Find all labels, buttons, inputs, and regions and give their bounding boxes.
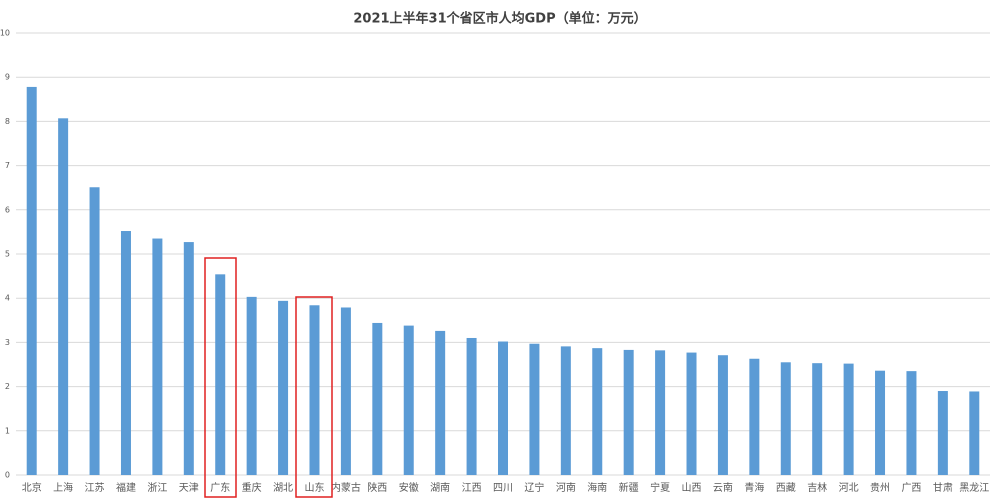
x-tick-label: 广东 <box>210 481 230 494</box>
bar <box>58 118 69 475</box>
x-tick-label: 辽宁 <box>524 481 544 494</box>
x-tick-label: 陕西 <box>367 481 387 494</box>
x-tick-label: 广西 <box>901 482 921 494</box>
x-tick-label: 湖北 <box>273 482 293 494</box>
bar <box>120 231 131 475</box>
x-tick-label: 天津 <box>179 482 199 494</box>
chart-title: 2021上半年31个省区市人均GDP（单位：万元） <box>353 11 646 27</box>
bar <box>906 371 917 475</box>
x-tick-label: 江苏 <box>85 481 105 494</box>
bar <box>372 322 383 475</box>
x-tick-label: 福建 <box>116 481 136 494</box>
highlight-box <box>295 296 333 498</box>
bar <box>309 305 320 475</box>
x-tick-label: 北京 <box>22 481 42 494</box>
bar <box>937 391 948 475</box>
bar <box>403 325 414 475</box>
y-tick-label: 8 <box>5 117 10 126</box>
y-tick-label: 5 <box>5 250 10 259</box>
x-tick-label: 安徽 <box>399 481 419 494</box>
x-tick-label: 内蒙古 <box>331 481 361 494</box>
x-tick-label: 重庆 <box>242 481 262 494</box>
bar <box>560 346 571 475</box>
bar <box>875 370 886 475</box>
x-tick-label: 江西 <box>462 482 482 494</box>
bar <box>152 238 163 475</box>
x-tick-label: 西藏 <box>776 482 796 494</box>
x-tick-label: 河南 <box>556 481 576 494</box>
x-tick-label: 吉林 <box>807 481 827 494</box>
x-tick-label: 新疆 <box>619 481 639 494</box>
bar <box>623 349 634 475</box>
bar <box>812 363 823 475</box>
y-tick-label: 6 <box>5 205 10 214</box>
bar <box>466 337 477 475</box>
y-tick-label: 4 <box>5 294 10 303</box>
x-tick-label: 甘肃 <box>933 481 953 494</box>
bar <box>278 300 289 475</box>
y-tick-label: 2 <box>5 382 10 391</box>
bar <box>183 242 194 475</box>
bar <box>749 358 760 475</box>
y-tick-label: 9 <box>5 73 10 82</box>
x-tick-label: 海南 <box>587 481 607 494</box>
bar <box>215 274 226 475</box>
x-tick-label: 湖南 <box>430 481 450 494</box>
bar <box>843 363 854 475</box>
highlight-box <box>204 257 237 498</box>
y-tick-label: 1 <box>5 426 10 435</box>
bar <box>780 362 791 475</box>
bar <box>686 352 697 475</box>
bar <box>340 307 351 475</box>
bar <box>89 187 100 475</box>
bar <box>655 350 666 475</box>
x-tick-label: 宁夏 <box>650 481 670 494</box>
x-tick-label: 四川 <box>493 483 513 494</box>
bar <box>969 391 980 475</box>
bar <box>529 343 540 475</box>
bar <box>717 355 728 475</box>
bar <box>592 348 603 475</box>
x-tick-label: 云南 <box>713 481 733 494</box>
x-tick-label: 河北 <box>839 482 859 494</box>
x-tick-label: 山西 <box>682 482 702 494</box>
x-tick-label: 贵州 <box>870 481 890 494</box>
y-tick-label: 0 <box>5 471 10 480</box>
bar <box>498 341 508 475</box>
x-tick-label: 山东 <box>304 481 324 494</box>
x-tick-label: 上海 <box>53 481 73 494</box>
x-tick-label: 浙江 <box>147 482 167 494</box>
y-tick-label: 10 <box>0 29 10 38</box>
y-tick-label: 3 <box>5 338 10 347</box>
bar <box>246 296 257 475</box>
x-tick-label: 黑龙江 <box>959 481 989 494</box>
bar <box>435 330 446 475</box>
x-tick-label: 青海 <box>744 481 764 494</box>
bar <box>26 86 37 475</box>
y-tick-label: 7 <box>5 161 10 170</box>
